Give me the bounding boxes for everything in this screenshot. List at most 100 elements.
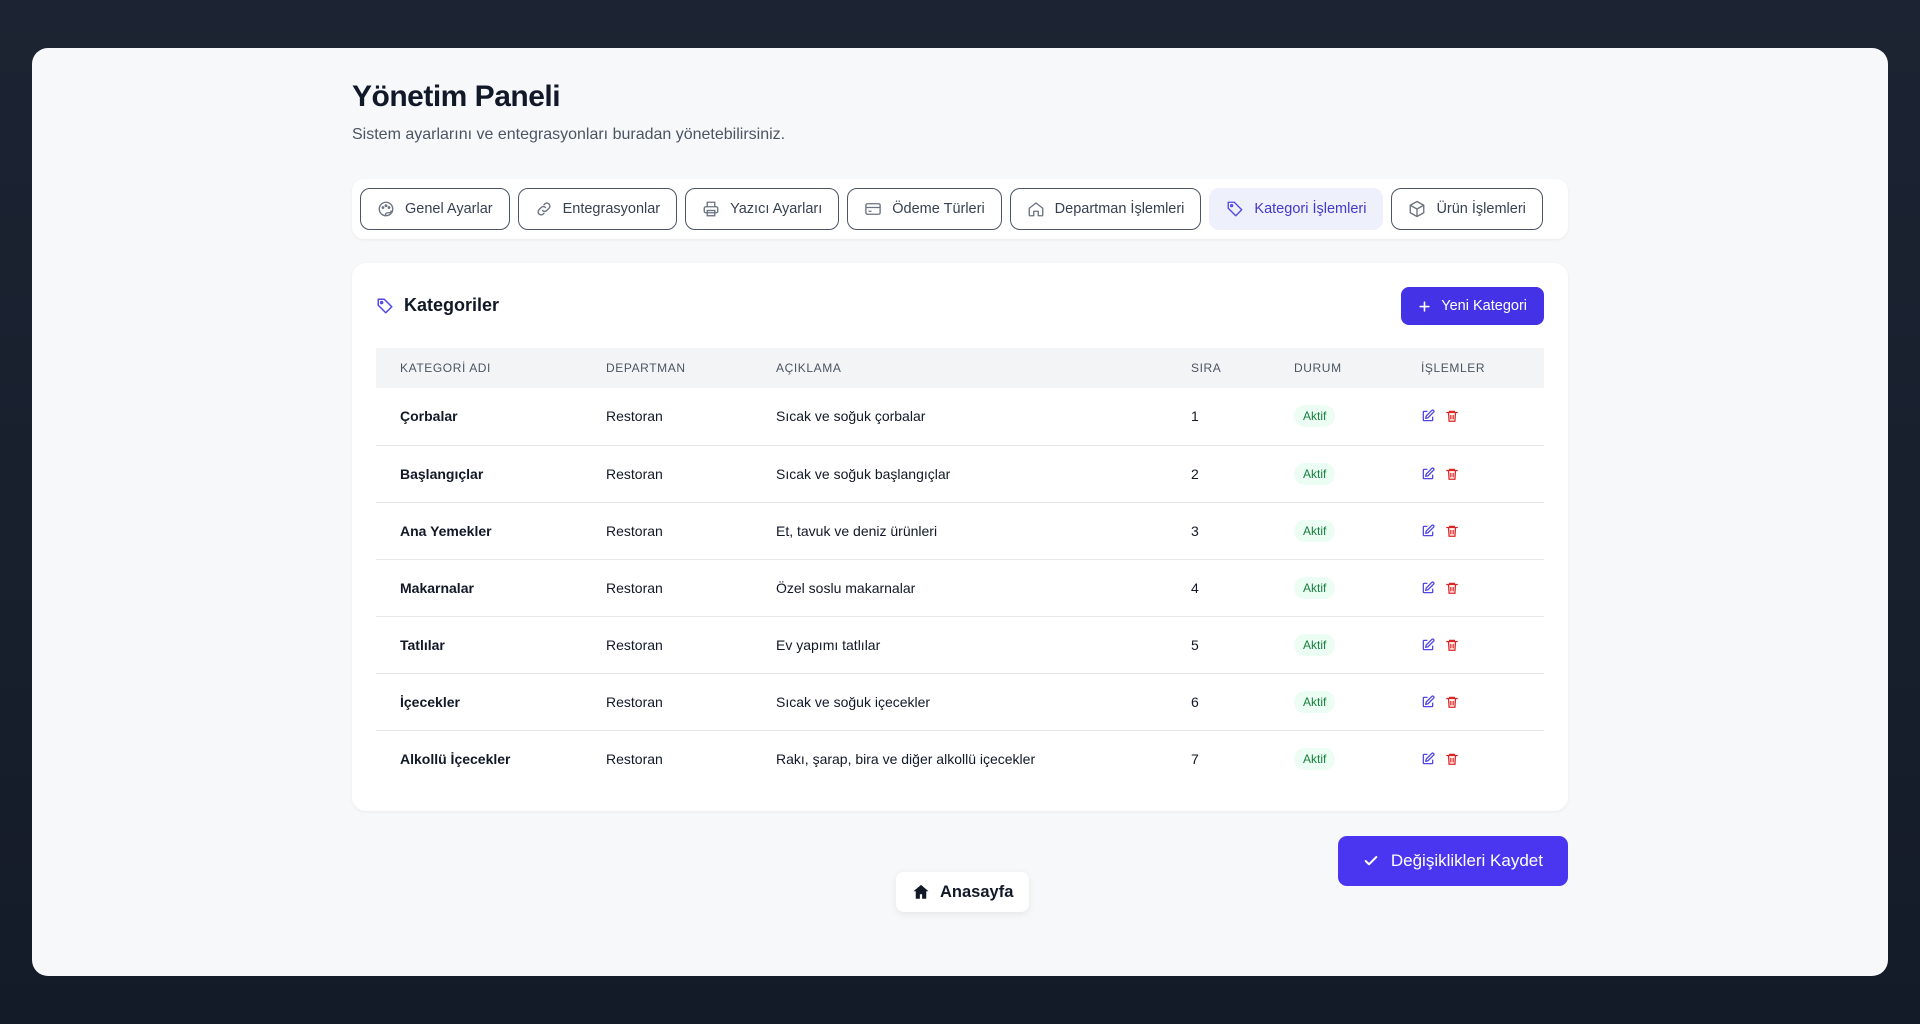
edit-icon[interactable] [1421,752,1435,766]
link-icon [537,202,551,216]
category-name: İçecekler [400,693,460,710]
delete-icon[interactable] [1445,409,1459,423]
order-cell: 1 [1191,408,1199,425]
tab-kategori-islemleri[interactable]: Kategori İşlemleri [1209,188,1384,230]
actions-cell [1397,388,1544,445]
edit-icon[interactable] [1421,466,1435,481]
tabs-bar: Genel Ayarlar Entegrasyonlar Yazıcı Ayar… [352,179,1568,239]
tab-departman-islemleri[interactable]: Departman İşlemleri [1009,188,1202,230]
category-name: Ana Yemekler [400,522,492,539]
actions-cell [1397,559,1544,616]
table-row: Çorbalar Restoran Sıcak ve soğuk çorbala… [376,388,1544,445]
home-button[interactable]: Anasayfa [896,872,1030,912]
panel-title-text: Kategoriler [404,295,500,315]
tab-urun-islemleri[interactable]: Ürün İşlemleri [1391,188,1543,230]
column-header: DURUM [1294,361,1342,375]
status-badge: Aktif [1294,576,1336,599]
main-card: Yönetim Paneli Sistem ayarlarını ve ente… [32,48,1888,976]
categories-panel: Kategoriler Yeni Kategori KATEGORİ ADI D… [352,263,1568,811]
table-row: Alkollü İçecekler Restoran Rakı, şarap, … [376,730,1544,787]
tab-genel-ayarlar[interactable]: Genel Ayarlar [360,188,510,230]
actions-cell [1397,502,1544,559]
delete-icon[interactable] [1445,581,1459,595]
department-cell: Restoran [606,693,663,710]
tab-label: Departman İşlemleri [1054,201,1185,217]
printer-icon [703,201,719,217]
table-header-row: KATEGORİ ADI DEPARTMAN AÇIKLAMA SIRA DUR… [376,348,1544,388]
save-changes-label: Değişiklikleri Kaydet [1390,851,1543,870]
description-cell: Rakı, şarap, bira ve diğer alkollü içece… [776,750,1036,767]
status-cell: Aktif [1270,559,1397,616]
order-cell: 6 [1191,693,1199,710]
table-row: Tatlılar Restoran Ev yapımı tatlılar 5 A… [376,616,1544,673]
edit-icon[interactable] [1421,523,1435,538]
credit-card-icon [865,203,882,215]
box-icon [1410,200,1425,218]
description-cell: Et, tavuk ve deniz ürünleri [776,522,938,539]
order-cell: 7 [1191,750,1199,767]
edit-icon[interactable] [1421,694,1435,709]
status-cell: Aktif [1270,673,1397,730]
category-name: Başlangıçlar [400,465,484,482]
tab-label: Ödeme Türleri [892,201,985,217]
delete-icon[interactable] [1445,467,1459,481]
category-name: Alkollü İçecekler [400,750,511,767]
order-cell: 3 [1191,522,1199,539]
tag-icon [377,298,393,313]
category-name: Tatlılar [400,636,445,653]
delete-icon[interactable] [1445,638,1459,652]
column-header: KATEGORİ ADI [400,361,491,375]
actions-cell [1397,616,1544,673]
order-cell: 4 [1191,579,1199,596]
department-cell: Restoran [606,522,663,539]
table-row: Ana Yemekler Restoran Et, tavuk ve deniz… [376,502,1544,559]
delete-icon[interactable] [1445,695,1459,709]
delete-icon[interactable] [1445,752,1459,766]
status-badge: Aktif [1294,690,1336,713]
tag-icon [1227,201,1243,217]
status-cell: Aktif [1270,730,1397,787]
description-cell: Sıcak ve soğuk içecekler [776,693,931,710]
department-cell: Restoran [606,579,663,596]
tab-label: Genel Ayarlar [405,201,493,217]
status-badge: Aktif [1294,747,1336,770]
department-cell: Restoran [606,408,663,425]
description-cell: Sıcak ve soğuk başlangıçlar [776,465,951,482]
status-cell: Aktif [1270,616,1397,673]
edit-icon[interactable] [1421,580,1435,595]
new-category-label: Yeni Kategori [1441,298,1527,314]
tab-odeme-turleri[interactable]: Ödeme Türleri [847,188,1002,230]
edit-icon[interactable] [1421,409,1435,423]
tab-yazici-ayarlari[interactable]: Yazıcı Ayarları [685,188,840,230]
palette-icon [378,201,394,217]
column-header: İŞLEMLER [1421,361,1486,375]
status-badge: Aktif [1294,519,1336,542]
description-cell: Sıcak ve soğuk çorbalar [776,408,926,425]
department-cell: Restoran [606,636,663,653]
order-cell: 2 [1191,465,1199,482]
table-row: İçecekler Restoran Sıcak ve soğuk içecek… [376,673,1544,730]
new-category-button[interactable]: Yeni Kategori [1401,287,1544,325]
description-cell: Özel soslu makarnalar [776,579,916,596]
tab-entegrasyonlar[interactable]: Entegrasyonlar [517,188,678,230]
home-icon [913,884,929,899]
description-cell: Ev yapımı tatlılar [776,636,881,653]
actions-cell [1397,445,1544,502]
category-name: Makarnalar [400,579,474,596]
department-cell: Restoran [606,465,663,482]
table-row: Başlangıçlar Restoran Sıcak ve soğuk baş… [376,445,1544,502]
table-row: Makarnalar Restoran Özel soslu makarnala… [376,559,1544,616]
column-header: DEPARTMAN [606,361,686,375]
department-cell: Restoran [606,750,663,767]
actions-cell [1397,730,1544,787]
edit-icon[interactable] [1421,637,1435,652]
status-badge: Aktif [1294,405,1336,428]
tab-label: Ürün İşlemleri [1436,201,1526,217]
column-header: SIRA [1191,361,1222,375]
actions-cell [1397,673,1544,730]
plus-icon [1419,300,1430,312]
status-badge: Aktif [1294,633,1336,656]
status-cell: Aktif [1270,445,1397,502]
delete-icon[interactable] [1445,524,1459,538]
save-changes-button[interactable]: Değişiklikleri Kaydet [1337,836,1568,886]
